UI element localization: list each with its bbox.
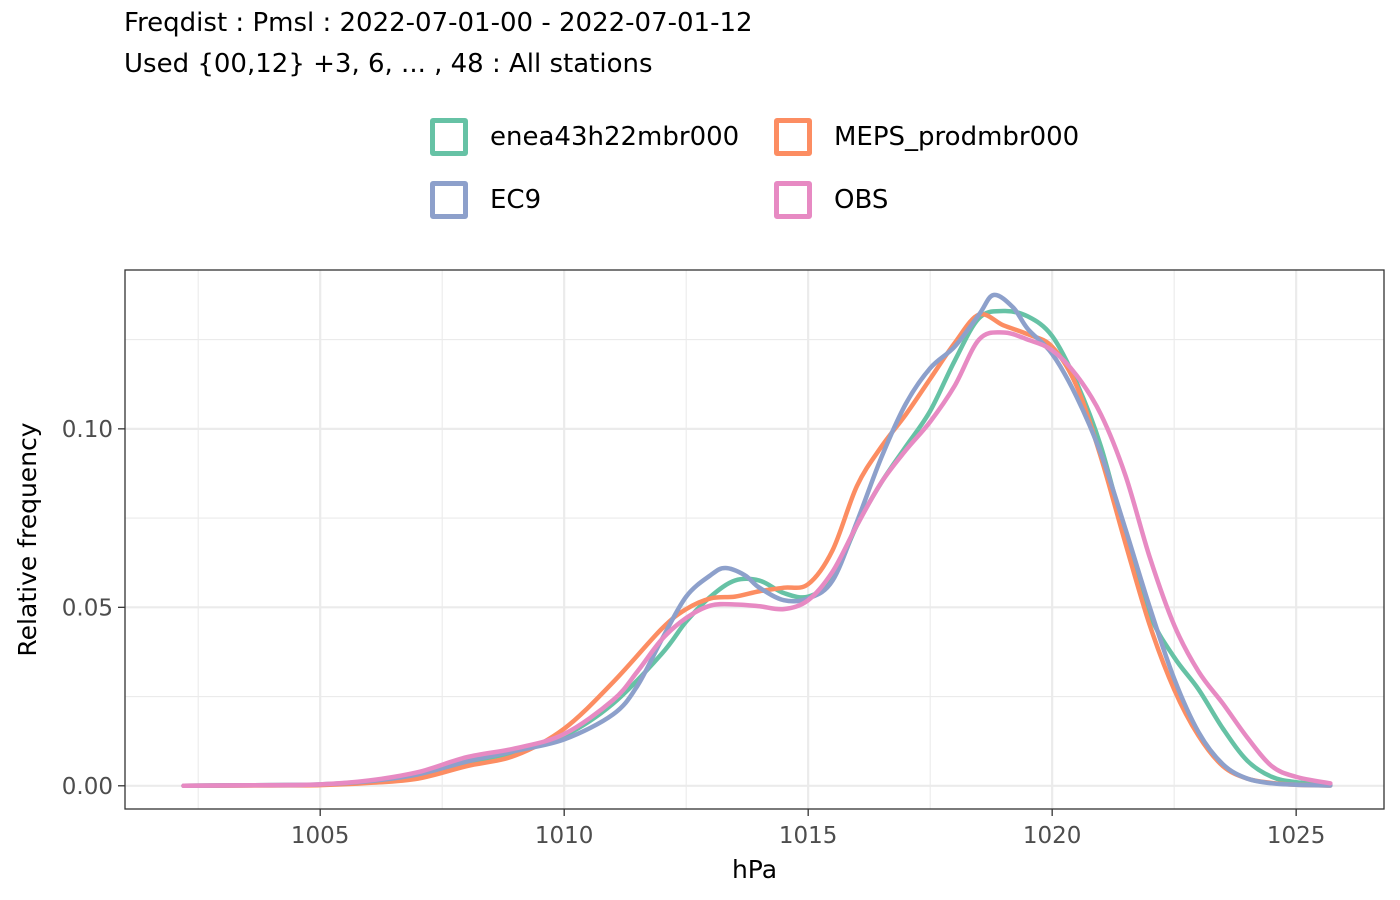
y-axis: 0.00 0.05 0.10 xyxy=(62,417,125,800)
series-line-ec9 xyxy=(181,292,1333,789)
y-tick-label: 0.00 xyxy=(62,774,113,800)
x-tick-label: 1020 xyxy=(1023,823,1082,849)
chart-subtitle: Used {00,12} +3, 6, ... , 48 : All stati… xyxy=(124,49,653,79)
legend-item-enea43h22mbr000: enea43h22mbr000 xyxy=(430,118,739,156)
legend-key-swatch xyxy=(774,118,812,156)
series-line-meps-prodmbr000 xyxy=(181,311,1333,789)
x-tick-label: 1015 xyxy=(779,823,838,849)
y-axis-title: Relative frequency xyxy=(13,422,42,656)
series-line-enea43h22mbr000 xyxy=(181,308,1333,789)
chart-title: Freqdist : Pmsl : 2022-07-01-00 - 2022-0… xyxy=(124,8,753,38)
legend-item-ec9: EC9 xyxy=(430,181,541,219)
legend-label: enea43h22mbr000 xyxy=(490,122,740,152)
x-tick-label: 1025 xyxy=(1267,823,1326,849)
plot-panel-border xyxy=(124,269,1385,810)
x-tick-label: 1010 xyxy=(535,823,594,849)
y-tick-label: 0.10 xyxy=(62,417,113,443)
x-axis: 1005 1010 1015 1020 1025 xyxy=(291,809,1326,849)
legend-label: EC9 xyxy=(490,185,542,215)
legend-key-swatch xyxy=(774,181,812,219)
legend-item-obs: OBS xyxy=(774,181,888,219)
legend-key-swatch xyxy=(430,181,468,219)
y-tick-label: 0.05 xyxy=(62,595,113,621)
x-tick-label: 1005 xyxy=(291,823,350,849)
legend-key-swatch xyxy=(430,118,468,156)
minor-gridlines xyxy=(125,270,1384,809)
x-axis-title: hPa xyxy=(732,855,777,884)
legend-label: OBS xyxy=(834,185,889,215)
series-lines xyxy=(181,292,1333,789)
legend-label: MEPS_prodmbr000 xyxy=(834,122,1080,152)
legend-item-meps-prodmbr000: MEPS_prodmbr000 xyxy=(774,118,1079,156)
series-line-obs xyxy=(181,330,1333,789)
